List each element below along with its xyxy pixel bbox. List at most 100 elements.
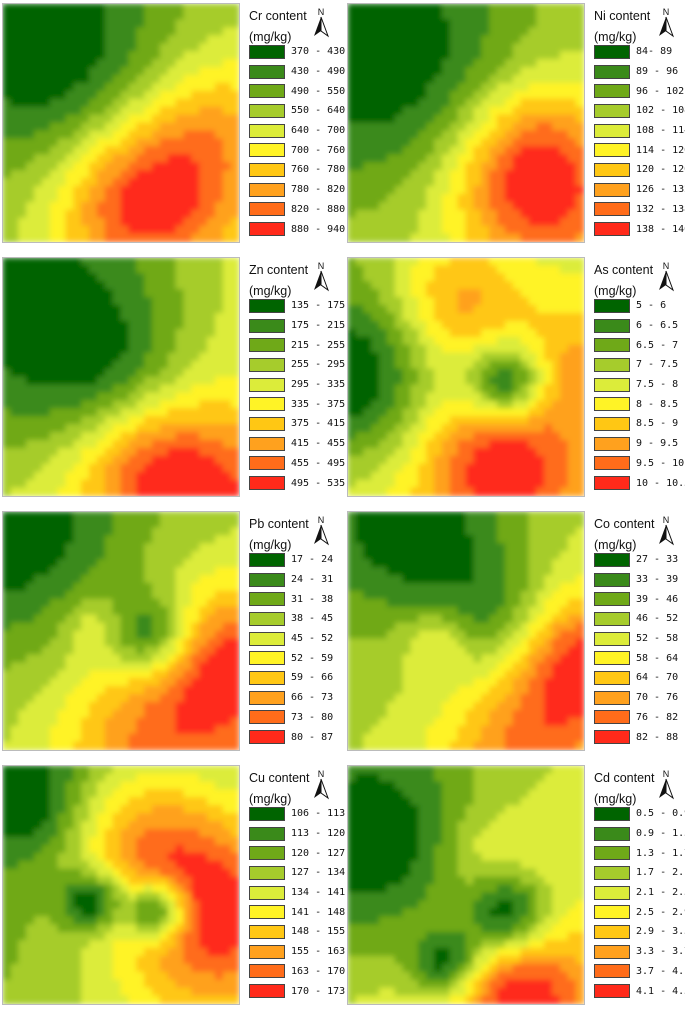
contour-cell — [544, 217, 554, 227]
contour-cell — [222, 281, 232, 291]
contour-cell — [183, 519, 193, 529]
contour-cell — [151, 733, 161, 743]
contour-cell — [207, 678, 216, 688]
contour-cell — [355, 289, 365, 299]
contour-cell — [434, 384, 443, 394]
contour-cell — [371, 543, 380, 553]
contour-cell — [465, 360, 475, 370]
contour-cell — [489, 225, 498, 235]
contour-cell — [402, 281, 412, 291]
contour-cell — [222, 258, 232, 267]
contour-cell — [207, 567, 216, 576]
contour-cell — [434, 43, 443, 53]
contour-cell — [457, 408, 467, 418]
legend-range-label: 760 - 780 — [291, 164, 346, 176]
contour-cell — [57, 408, 67, 418]
contour-cell — [363, 122, 373, 132]
contour-cell — [136, 376, 146, 386]
contour-cell — [199, 51, 209, 61]
contour-cell — [26, 130, 35, 140]
contour-cell — [57, 614, 67, 624]
contour-cell — [81, 51, 91, 61]
contour-cell — [222, 582, 232, 592]
contour-cell — [33, 106, 43, 116]
contour-cell — [112, 574, 122, 584]
contour-cell — [465, 416, 475, 426]
contour-cell — [410, 4, 420, 13]
contour-cell — [199, 439, 209, 449]
contour-cell — [544, 447, 554, 457]
contour-cell — [89, 638, 98, 648]
contour-cell — [348, 138, 357, 148]
contour-cell — [151, 741, 161, 750]
contour-cell — [355, 273, 365, 283]
contour-cell — [73, 376, 83, 386]
contour-cell — [104, 162, 114, 172]
contour-cell — [120, 368, 130, 378]
contour-cell — [18, 360, 28, 370]
contour-cell — [575, 384, 584, 394]
contour-cell — [473, 35, 483, 45]
contour-cell — [567, 217, 577, 227]
contour-cell — [489, 297, 498, 307]
contour-cell — [465, 582, 475, 592]
contour-cell — [175, 178, 185, 187]
contour-cell — [159, 614, 169, 624]
contour-cell — [214, 4, 224, 13]
contour-cell — [89, 106, 98, 116]
contour-cell — [402, 201, 412, 211]
legend-cr: 370 - 430 430 - 490 490 - 550 550 - 640 640 … — [249, 42, 345, 239]
contour-cell — [89, 35, 98, 45]
contour-cell — [378, 114, 388, 124]
contour-cell — [96, 463, 106, 473]
contour-cell — [418, 258, 428, 267]
contour-cell — [567, 273, 577, 283]
contour-cell — [49, 368, 59, 378]
contour-cell — [26, 98, 35, 108]
contour-cell — [120, 217, 130, 227]
contour-cell — [151, 146, 161, 156]
contour-cell — [18, 289, 28, 299]
contour-cell — [434, 258, 443, 267]
contour-cell — [348, 416, 357, 426]
contour-cell — [136, 328, 146, 338]
contour-cell — [465, 122, 475, 132]
contour-cell — [10, 82, 20, 92]
contour-cell — [496, 19, 506, 29]
contour-cell — [222, 693, 232, 703]
contour-cell — [544, 336, 554, 346]
contour-cell — [426, 328, 436, 338]
contour-cell — [230, 543, 239, 553]
contour-cell — [136, 567, 146, 576]
contour-cell — [151, 567, 161, 576]
contour-cell — [26, 201, 35, 211]
contour-cell — [355, 90, 365, 100]
contour-cell — [489, 27, 498, 37]
contour-cell — [144, 209, 153, 219]
contour-cell — [355, 432, 365, 441]
contour-cell — [183, 344, 193, 354]
contour-cell — [496, 471, 506, 481]
contour-cell — [136, 638, 146, 648]
contour-cell — [81, 622, 91, 632]
contour-cell — [199, 19, 209, 29]
contour-cell — [128, 344, 138, 354]
contour-cell — [222, 439, 232, 449]
contour-cell — [112, 479, 122, 489]
contour-cell — [73, 606, 83, 616]
contour-cell — [481, 336, 491, 346]
contour-cell — [65, 471, 75, 481]
contour-cell — [81, 630, 91, 640]
contour-cell — [544, 512, 554, 521]
contour-cell — [96, 360, 106, 370]
contour-cell — [378, 376, 388, 386]
contour-cell — [222, 90, 232, 100]
contour-cell — [199, 392, 209, 402]
contour-cell — [65, 400, 75, 410]
contour-cell — [222, 741, 232, 750]
contour-cell — [214, 686, 224, 695]
contour-cell — [49, 273, 59, 283]
contour-cell — [434, 582, 443, 592]
contour-cell — [512, 106, 522, 116]
contour-cell — [496, 193, 506, 203]
